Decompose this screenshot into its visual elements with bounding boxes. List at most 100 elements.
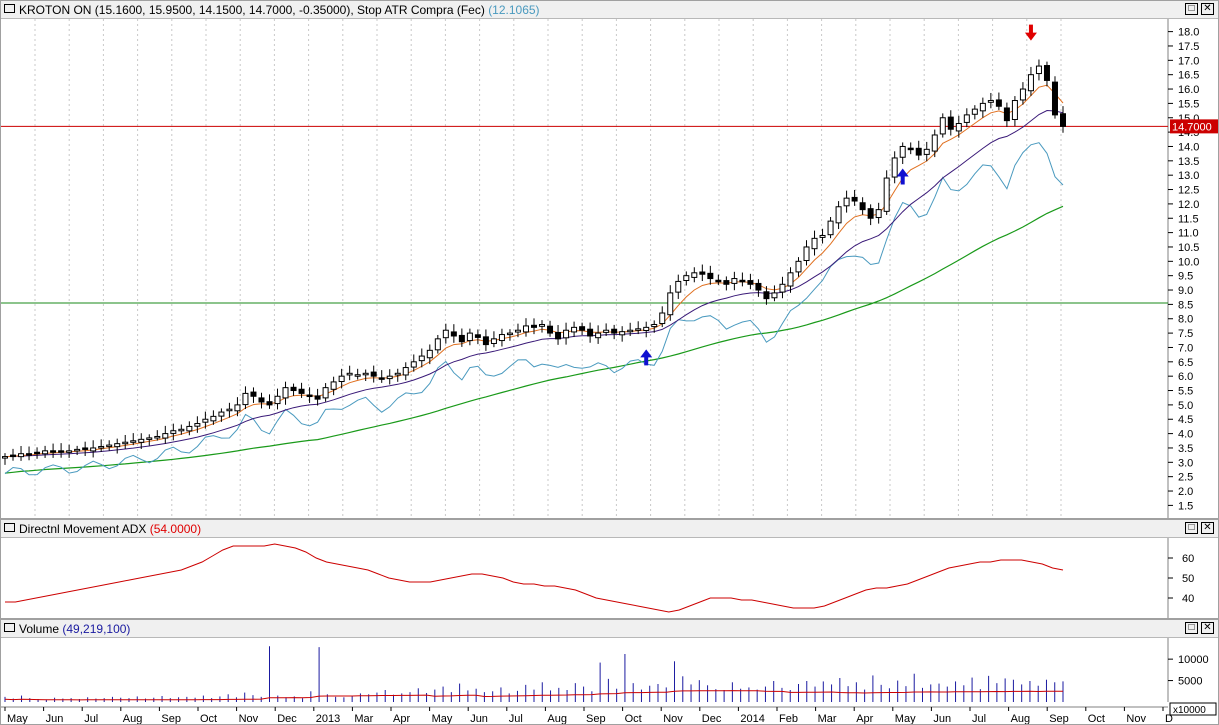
price-panel-title: KROTON ON (15.1600, 15.9500, 14.1500, 14… — [19, 3, 540, 17]
candle-body — [707, 272, 714, 280]
candle-body — [579, 326, 586, 331]
candle-body — [947, 116, 954, 130]
candle-body — [531, 324, 537, 328]
time-tick-label: Dec — [702, 713, 722, 724]
volume-unit-box — [1169, 702, 1217, 716]
candle-body — [547, 325, 554, 334]
candle-body — [603, 329, 610, 333]
candle-body — [755, 282, 762, 291]
candle-body — [875, 209, 882, 219]
candle-body — [955, 122, 962, 132]
time-tick-label: Jul — [972, 713, 986, 724]
candle-body — [827, 220, 834, 236]
sell-arrow-icon — [1024, 24, 1037, 41]
time-tick-label: Apr — [393, 713, 410, 724]
buy-arrow-icon — [896, 168, 909, 185]
adx-chart: 40 50 60 — [5, 538, 1194, 618]
adx-close-button[interactable]: ✕ — [1201, 522, 1214, 534]
ema-fast-line — [4, 84, 1064, 458]
price-tick-label: 1.5 — [1178, 500, 1193, 512]
time-tick-label: 2013 — [316, 713, 340, 724]
price-tick-label: 9.0 — [1178, 285, 1193, 297]
candle-body — [995, 99, 1002, 107]
candle-body — [659, 312, 666, 325]
candle-body — [482, 336, 489, 346]
volume-restore-button[interactable]: □ — [1185, 622, 1198, 634]
price-tag-label: 14.7000 — [1172, 121, 1212, 133]
indicator-label: Stop ATR Compra (Fec) — [357, 3, 485, 17]
candle-body — [378, 377, 385, 380]
restore-button[interactable]: □ — [1185, 3, 1198, 15]
symbol-label: KROTON ON — [19, 3, 92, 17]
price-tick-label: 13.0 — [1178, 170, 1199, 182]
candle-body — [1051, 81, 1058, 116]
candle-body — [210, 415, 217, 422]
candle-body — [370, 371, 377, 377]
candle-body — [450, 331, 457, 337]
price-tick-label: 7.0 — [1178, 342, 1193, 354]
sma-slow-line — [4, 205, 1064, 474]
candle-body — [402, 367, 409, 376]
price-tick-label: 12.0 — [1178, 199, 1199, 211]
candle-body — [178, 428, 185, 432]
time-tick-label: Sep — [1049, 713, 1069, 724]
candle-body — [282, 387, 289, 399]
candle-body — [42, 450, 49, 455]
candle-body — [979, 102, 986, 112]
price-tick-label: 6.0 — [1178, 371, 1193, 383]
candle-body — [1043, 65, 1050, 81]
candle-body — [2, 456, 8, 459]
volume-tick-label: 5000 — [1178, 676, 1202, 688]
time-tick-label: D — [1165, 713, 1173, 724]
candle-body — [595, 332, 602, 339]
time-tick-label: Nov — [239, 713, 259, 724]
price-tick-label: 13.5 — [1178, 156, 1199, 168]
candle-body — [274, 395, 281, 405]
time-tick-label: Jun — [933, 713, 951, 724]
adx-tick-label: 50 — [1182, 573, 1194, 585]
candle-body — [394, 372, 401, 376]
adx-line — [5, 543, 1064, 613]
adx-restore-button[interactable]: □ — [1185, 522, 1198, 534]
price-tick-label: 4.0 — [1178, 429, 1193, 441]
candle-body — [635, 328, 642, 331]
candle-body — [1011, 100, 1018, 121]
candle-body — [106, 444, 113, 448]
time-tick-label: May — [432, 713, 453, 724]
volume-panel-menu-icon[interactable] — [4, 623, 15, 632]
candle-body — [442, 329, 449, 339]
close-button[interactable]: ✕ — [1201, 3, 1214, 15]
candle-body — [314, 395, 321, 400]
candle-body — [539, 323, 546, 327]
candle-body — [923, 148, 930, 155]
volume-avg-line — [4, 690, 1063, 701]
candle-body — [362, 372, 369, 376]
price-tick-label: 8.5 — [1178, 299, 1193, 311]
adx-value: (54.0000) — [149, 522, 202, 536]
candle-body — [731, 278, 738, 284]
candle-body — [715, 279, 722, 283]
candle-body — [795, 260, 802, 273]
candle-body — [330, 381, 337, 390]
candle-body — [859, 202, 866, 211]
price-tick-label: 4.5 — [1178, 414, 1193, 426]
candle-body — [114, 443, 121, 448]
candle-body — [186, 425, 193, 432]
candle-body — [410, 361, 417, 368]
time-tick-label: Mar — [818, 713, 837, 724]
adx-panel-menu-icon[interactable] — [4, 523, 15, 532]
volume-close-button[interactable]: ✕ — [1201, 622, 1214, 634]
time-tick-label: Jun — [470, 713, 488, 724]
candle-body — [555, 331, 562, 340]
candle-body — [683, 275, 690, 281]
ohlc-values: (15.1600, 15.9500, 14.1500, 14.7000, -0.… — [94, 3, 354, 17]
candle-body — [426, 349, 433, 359]
candle-body — [1019, 88, 1026, 101]
candle-body — [699, 271, 706, 275]
adx-label: Directnl Movement ADX — [19, 522, 147, 536]
candle-body — [939, 117, 946, 135]
panel-menu-icon[interactable] — [4, 4, 15, 13]
adx-panel: Directnl Movement ADX (54.0000) □ ✕ 40 50… — [0, 519, 1219, 619]
candle-body — [130, 440, 137, 443]
